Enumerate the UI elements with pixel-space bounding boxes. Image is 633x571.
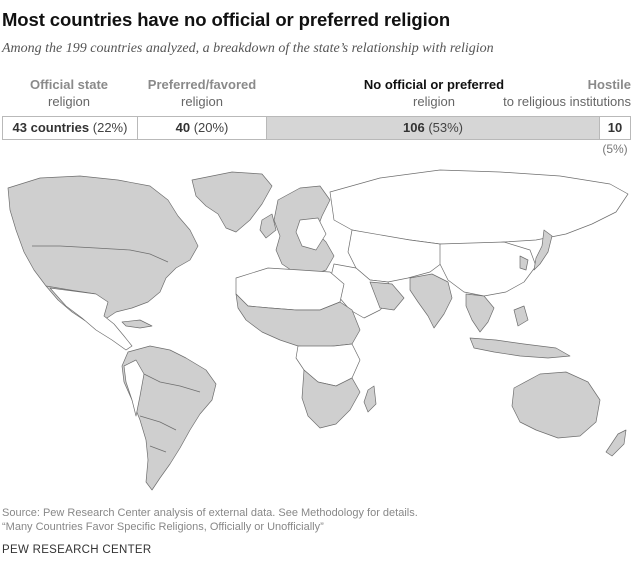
organization-name: PEW RESEARCH CENTER <box>2 544 152 556</box>
source-line-2: “Many Countries Favor Specific Religions… <box>2 521 324 533</box>
bar-official-pct: (22%) <box>92 120 128 135</box>
region-philippines <box>513 305 529 327</box>
region-korea <box>519 255 529 271</box>
header-hostile: Hostile to religious institutions <box>491 76 631 110</box>
border-south-america <box>139 373 201 453</box>
bar-segment-hostile: 10 <box>599 116 631 140</box>
bar-preferred-count: 40 <box>175 120 191 135</box>
header-none: No official or preferred religion <box>268 76 600 110</box>
header-official-label: Official state <box>29 77 109 92</box>
region-madagascar <box>363 385 377 413</box>
bar-none-count: 106 <box>402 120 425 135</box>
region-australia <box>511 371 601 439</box>
region-andes-white <box>123 359 145 417</box>
bar-hostile-pct: (5%) <box>602 142 628 156</box>
source-line-1: Source: Pew Research Center analysis of … <box>2 507 418 519</box>
region-southern-africa <box>301 369 361 429</box>
region-new-zealand <box>605 429 627 457</box>
region-japan <box>533 229 553 271</box>
header-preferred-sublabel: religion <box>181 94 223 109</box>
chart-title: Most countries have no official or prefe… <box>2 9 451 30</box>
region-indonesia <box>469 337 571 359</box>
bar-hostile-count: 10 <box>607 120 623 135</box>
bar-none-pct: (53%) <box>428 120 463 135</box>
bar-official-count: 43 countries <box>12 120 90 135</box>
region-india <box>409 273 453 329</box>
header-preferred-label: Preferred/favored <box>147 77 257 92</box>
world-map <box>7 169 629 491</box>
header-hostile-label: Hostile <box>587 77 631 92</box>
region-china <box>439 241 537 297</box>
header-hostile-sublabel: to religious institutions <box>503 94 631 109</box>
header-official: Official state religion <box>2 76 136 110</box>
region-europe-white <box>295 217 327 251</box>
region-mexico-central-america <box>49 287 133 351</box>
bar-segment-official: 43 countries (22%) <box>2 116 138 140</box>
header-none-label: No official or preferred <box>363 77 505 92</box>
header-official-sublabel: religion <box>48 94 90 109</box>
region-southeast-asia <box>465 293 495 333</box>
bar-preferred-pct: (20%) <box>193 120 229 135</box>
source-note: Source: Pew Research Center analysis of … <box>2 506 418 534</box>
header-preferred: Preferred/favored religion <box>138 76 266 110</box>
region-uk <box>259 213 277 239</box>
bar-segment-preferred: 40 (20%) <box>137 116 267 140</box>
border-us-canada <box>32 245 169 263</box>
chart-subtitle: Among the 199 countries analyzed, a brea… <box>2 41 494 56</box>
region-central-asia <box>347 229 447 283</box>
region-iran-gulf <box>369 281 405 311</box>
region-caribbean <box>121 319 153 329</box>
region-north-africa <box>235 267 345 311</box>
header-none-sublabel: religion <box>413 94 455 109</box>
bar-segment-none: 106 (53%) <box>266 116 600 140</box>
region-greenland <box>191 171 273 233</box>
